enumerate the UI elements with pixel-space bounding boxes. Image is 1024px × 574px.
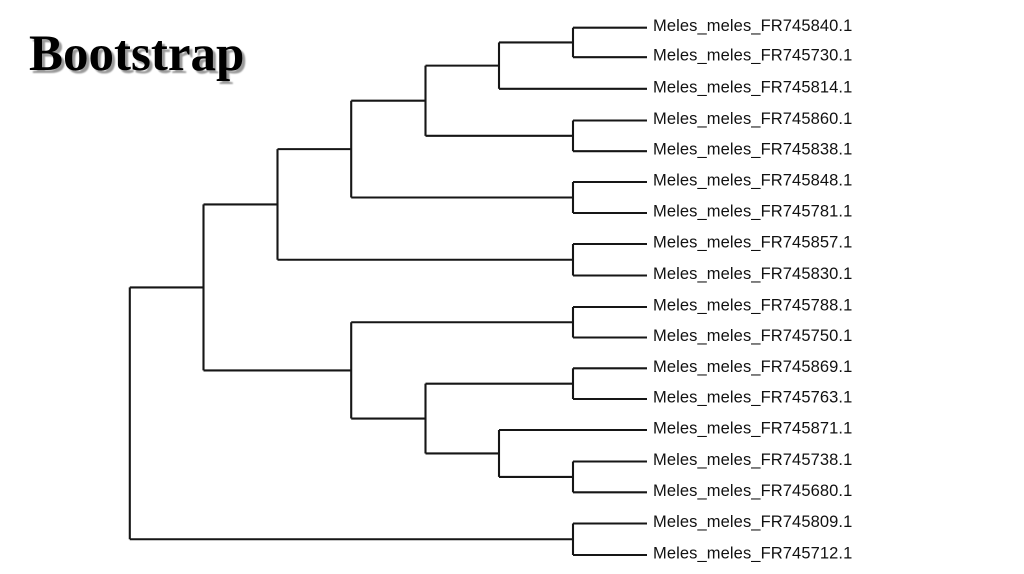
svg-text:Meles_meles_FR745738.1: Meles_meles_FR745738.1: [653, 451, 852, 469]
svg-text:Meles_meles_FR745860.1: Meles_meles_FR745860.1: [653, 110, 852, 128]
svg-text:Meles_meles_FR745848.1: Meles_meles_FR745848.1: [653, 172, 852, 190]
svg-text:Meles_meles_FR745869.1: Meles_meles_FR745869.1: [653, 358, 852, 376]
svg-text:Meles_meles_FR745840.1: Meles_meles_FR745840.1: [653, 17, 852, 35]
svg-text:Meles_meles_FR745838.1: Meles_meles_FR745838.1: [653, 141, 852, 159]
svg-text:Meles_meles_FR745781.1: Meles_meles_FR745781.1: [653, 203, 852, 221]
svg-text:Meles_meles_FR745730.1: Meles_meles_FR745730.1: [653, 47, 852, 65]
svg-text:Meles_meles_FR745712.1: Meles_meles_FR745712.1: [653, 545, 852, 563]
svg-text:Meles_meles_FR745750.1: Meles_meles_FR745750.1: [653, 327, 852, 345]
svg-text:Meles_meles_FR745680.1: Meles_meles_FR745680.1: [653, 482, 852, 500]
svg-text:Meles_meles_FR745809.1: Meles_meles_FR745809.1: [653, 513, 852, 531]
svg-text:Meles_meles_FR745788.1: Meles_meles_FR745788.1: [653, 297, 852, 315]
svg-text:Meles_meles_FR745830.1: Meles_meles_FR745830.1: [653, 265, 852, 283]
svg-text:Meles_meles_FR745871.1: Meles_meles_FR745871.1: [653, 420, 852, 438]
svg-text:Meles_meles_FR745763.1: Meles_meles_FR745763.1: [653, 389, 852, 407]
svg-text:Meles_meles_FR745814.1: Meles_meles_FR745814.1: [653, 78, 852, 96]
svg-text:Meles_meles_FR745857.1: Meles_meles_FR745857.1: [653, 234, 852, 252]
